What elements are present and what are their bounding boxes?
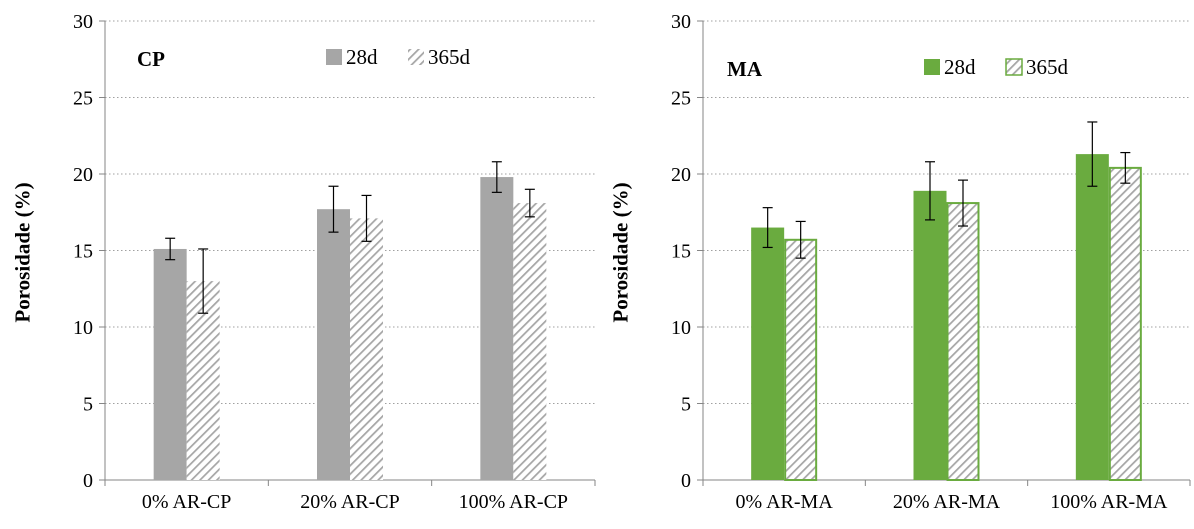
y-tick-label: 30: [73, 11, 93, 33]
x-tick-label: 20% AR-CP: [300, 491, 399, 513]
bar-365d-3: [1108, 166, 1142, 481]
legend-label-28d: 28d: [346, 45, 378, 69]
y-tick-label: 10: [73, 317, 93, 339]
bar-28d-1: [153, 248, 187, 480]
chart-title: CP: [137, 47, 165, 71]
bar-365d-2: [350, 218, 383, 480]
legend-swatch-28d: [924, 59, 940, 75]
legend-label-365d: 365d: [428, 45, 471, 69]
bar-28d-1: [751, 227, 785, 480]
y-tick-label: 15: [73, 241, 93, 263]
y-tick-label: 30: [671, 11, 691, 33]
legend-label-365d: 365d: [1026, 55, 1069, 79]
bar-28d-2: [317, 209, 350, 480]
y-tick-label: 15: [671, 241, 691, 263]
y-tick-label: 10: [671, 317, 691, 339]
bar-365d-1: [784, 238, 818, 481]
y-tick-label: 0: [83, 470, 93, 492]
bar-365d-1: [186, 281, 220, 480]
y-axis-title: Porosidade (%): [608, 182, 632, 322]
legend-swatch-365d: [408, 49, 424, 65]
legend-swatch-365d: [1005, 58, 1023, 76]
y-tick-label: 5: [83, 394, 93, 416]
bar-365d-3: [513, 203, 547, 480]
bar-365d-2: [946, 202, 980, 481]
y-tick-label: 25: [73, 88, 93, 110]
y-tick-label: 0: [681, 470, 691, 492]
bar-28d-3: [1075, 154, 1109, 481]
y-tick-label: 20: [671, 164, 691, 186]
bar-28d-2: [913, 190, 947, 480]
y-tick-label: 20: [73, 164, 93, 186]
legend-swatch-28d: [326, 49, 342, 65]
x-tick-label: 20% AR-MA: [893, 491, 1001, 513]
chart-title: MA: [727, 57, 763, 81]
x-tick-label: 100% AR-MA: [1050, 491, 1168, 513]
chart-panel-1: 0 5 10 15 20 25 30 0% AR-CP 20% AR-CP 100% AR-CP P…: [10, 11, 596, 513]
y-tick-label: 5: [681, 394, 691, 416]
legend-label-28d: 28d: [944, 55, 976, 79]
y-axis-title: Porosidade (%): [10, 182, 34, 322]
bar-28d-3: [480, 177, 514, 480]
y-tick-label: 25: [671, 88, 691, 110]
x-tick-label: 100% AR-CP: [459, 491, 568, 513]
x-tick-label: 0% AR-CP: [142, 491, 231, 513]
chart-panel-2: 0 5 10 15 20 25 30 0% AR-MA 20% AR-MA 100% AR-MA P…: [608, 11, 1191, 513]
x-tick-label: 0% AR-MA: [736, 491, 834, 513]
